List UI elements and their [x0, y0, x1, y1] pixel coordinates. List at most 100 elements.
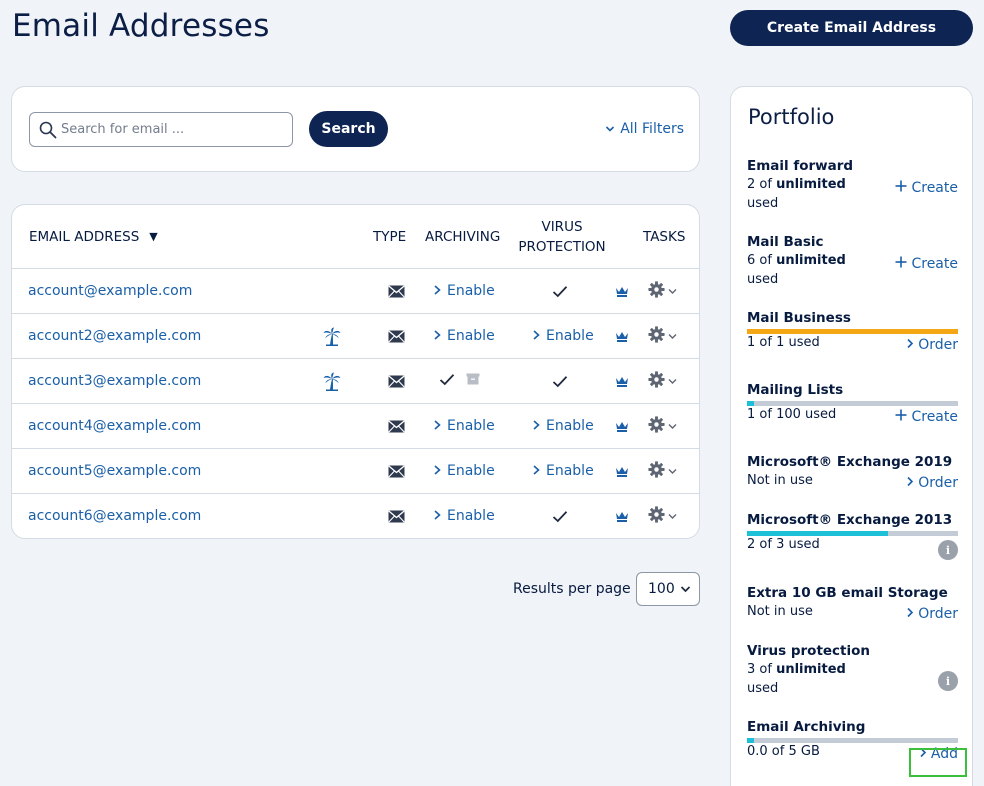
- usage-count: 3 of: [747, 662, 777, 677]
- portfolio-action-label: Add: [930, 746, 958, 762]
- chevron-right-icon: [433, 508, 441, 524]
- portfolio-item: Microsoft® Exchange 2019 Not in use Order: [747, 454, 958, 491]
- email-address-link[interactable]: account5@example.com: [28, 463, 202, 479]
- portfolio-item: Email Archiving 0.0 of 5 GB Add: [747, 719, 958, 762]
- chevron-right-icon: [433, 418, 441, 434]
- results-per-page-value: 100: [648, 581, 675, 597]
- portfolio-order-link[interactable]: Order: [906, 337, 958, 353]
- portfolio-item-name: Extra 10 GB email Storage: [747, 585, 948, 601]
- check-icon: [439, 373, 455, 390]
- email-address-link[interactable]: account4@example.com: [28, 418, 202, 434]
- column-virus-protection-line2: PROTECTION: [518, 239, 606, 255]
- usage-text: 2 of 3 used: [747, 537, 820, 552]
- portfolio-title: Portfolio: [748, 105, 835, 129]
- virus-protection-enable-label: Enable: [546, 418, 594, 434]
- usage-bar-fill: [747, 329, 958, 334]
- palm-tree-icon[interactable]: [323, 314, 341, 358]
- info-icon[interactable]: i: [938, 540, 958, 560]
- search-button[interactable]: Search: [309, 111, 388, 147]
- portfolio-item-usage: Not in use: [747, 602, 958, 621]
- portfolio-order-link[interactable]: Order: [906, 606, 958, 622]
- portfolio-action-label: Order: [918, 606, 958, 622]
- email-table: EMAIL ADDRESS ▼ TYPE ARCHIVING VIRUS PRO…: [11, 204, 700, 539]
- portfolio-item-name: Virus protection: [747, 643, 871, 659]
- info-icon[interactable]: i: [938, 671, 958, 691]
- portfolio-item: Microsoft® Exchange 2013 2 of 3 used i: [747, 512, 958, 560]
- archiving-enable-link[interactable]: Enable: [433, 449, 495, 493]
- portfolio-action-label: Create: [911, 180, 958, 196]
- column-email-address-label: EMAIL ADDRESS: [29, 229, 140, 245]
- portfolio-item-usage: 2 of 3 used: [747, 535, 958, 554]
- portfolio-action-label: Order: [918, 475, 958, 491]
- email-address-link[interactable]: account@example.com: [28, 283, 193, 299]
- archiving-enable-label: Enable: [447, 508, 495, 524]
- portfolio-item-name: Microsoft® Exchange 2019: [747, 454, 953, 470]
- usage-count: 2 of: [747, 177, 777, 192]
- results-per-page-label: Results per page: [513, 581, 631, 597]
- portfolio-create-link[interactable]: Create: [895, 256, 958, 272]
- column-virus-protection: VIRUS PROTECTION: [518, 205, 606, 269]
- archiving-enable-label: Enable: [447, 418, 495, 434]
- column-type: TYPE: [373, 229, 407, 245]
- virus-protection-enable-label: Enable: [546, 463, 594, 479]
- palm-tree-icon[interactable]: [323, 359, 341, 403]
- tasks-menu[interactable]: [648, 269, 677, 313]
- all-filters-label: All Filters: [620, 121, 684, 137]
- results-per-page-select[interactable]: 100: [636, 572, 700, 606]
- tasks-menu[interactable]: [648, 494, 677, 538]
- crown-icon[interactable]: [615, 494, 629, 538]
- portfolio-item-usage: Not in use: [747, 471, 958, 490]
- chevron-right-icon: [433, 328, 441, 344]
- archiving-enable-link[interactable]: Enable: [433, 269, 495, 313]
- chevron-down-icon: [680, 586, 691, 593]
- email-address-link[interactable]: account2@example.com: [28, 328, 202, 344]
- portfolio-create-link[interactable]: Create: [895, 180, 958, 196]
- crown-icon[interactable]: [615, 449, 629, 493]
- portfolio-panel: Portfolio Email forward 2 of unlimited use…: [730, 86, 973, 786]
- search-box[interactable]: [29, 112, 293, 147]
- portfolio-item-name: Microsoft® Exchange 2013: [747, 512, 953, 528]
- gear-icon: [648, 325, 665, 347]
- column-tasks: TASKS: [643, 229, 686, 245]
- crown-icon[interactable]: [615, 269, 629, 313]
- archiving-enable-link[interactable]: Enable: [433, 314, 495, 358]
- email-address-link[interactable]: account3@example.com: [28, 373, 202, 389]
- usage-text: Not in use: [747, 473, 813, 488]
- sort-desc-icon[interactable]: ▼: [149, 230, 158, 243]
- portfolio-create-link[interactable]: Create: [895, 409, 958, 425]
- table-row: account5@example.com Enable Enable: [12, 449, 699, 494]
- all-filters-link[interactable]: All Filters: [605, 121, 684, 137]
- portfolio-item-usage: 1 of 1 used: [747, 333, 958, 352]
- archiving-enable-link[interactable]: Enable: [433, 494, 495, 538]
- archive-box-icon[interactable]: [466, 373, 480, 389]
- table-row: account2@example.com Enable Enable: [12, 314, 699, 359]
- usage-limit: unlimited: [776, 253, 846, 268]
- portfolio-item-name: Mail Business: [747, 310, 851, 326]
- plus-icon: [895, 256, 907, 272]
- portfolio-item-name: Mailing Lists: [747, 382, 844, 398]
- crown-icon[interactable]: [615, 314, 629, 358]
- plus-icon: [895, 180, 907, 196]
- search-input[interactable]: [61, 113, 289, 146]
- column-email-address[interactable]: EMAIL ADDRESS ▼: [29, 205, 158, 269]
- virus-protection-enable-link[interactable]: Enable: [532, 449, 594, 493]
- create-email-address-button[interactable]: Create Email Address: [730, 10, 973, 46]
- email-address-link[interactable]: account6@example.com: [28, 508, 202, 524]
- chevron-down-icon: [668, 283, 677, 299]
- tasks-menu[interactable]: [648, 449, 677, 493]
- tasks-menu[interactable]: [648, 404, 677, 448]
- portfolio-item-name: Email forward: [747, 158, 854, 174]
- gear-icon: [648, 415, 665, 437]
- chevron-down-icon: [668, 508, 677, 524]
- table-header: EMAIL ADDRESS ▼ TYPE ARCHIVING VIRUS PRO…: [12, 205, 699, 269]
- crown-icon[interactable]: [615, 359, 629, 403]
- envelope-icon: [388, 314, 405, 358]
- usage-limit: unlimited: [776, 662, 846, 677]
- crown-icon[interactable]: [615, 404, 629, 448]
- virus-protection-enable-link[interactable]: Enable: [532, 314, 594, 358]
- portfolio-order-link[interactable]: Order: [906, 475, 958, 491]
- virus-protection-enable-link[interactable]: Enable: [532, 404, 594, 448]
- tasks-menu[interactable]: [648, 314, 677, 358]
- archiving-enable-link[interactable]: Enable: [433, 404, 495, 448]
- tasks-menu[interactable]: [648, 359, 677, 403]
